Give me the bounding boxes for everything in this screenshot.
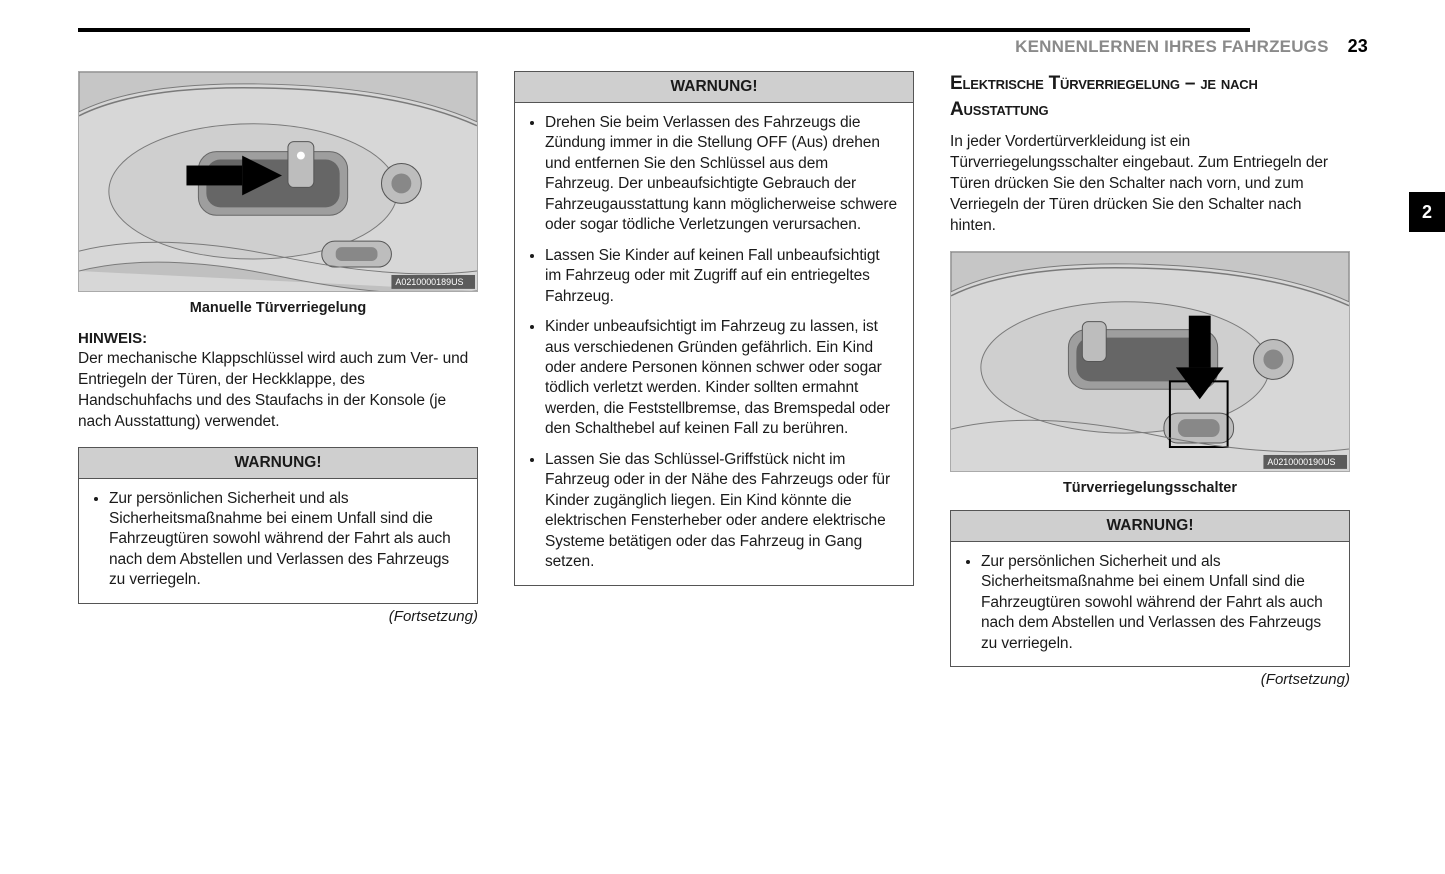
figure-power-lock: A0210000190US <box>950 251 1350 472</box>
page-columns: A0210000189US Manuelle Türverriegelung H… <box>78 71 1368 688</box>
warning-item: Drehen Sie beim Verlassen des Fahrzeugs … <box>545 113 897 236</box>
warning-item: Lassen Sie das Schlüssel-Griffstück nich… <box>545 450 897 573</box>
figure-manual-lock-svg: A0210000189US <box>79 72 477 291</box>
note-text: Der mechanische Klappschlüssel wird auch… <box>78 349 478 433</box>
figure-code: A0210000190US <box>1267 457 1335 467</box>
running-head: KENNENLERNEN IHRES FAHRZEUGS 23 <box>78 36 1368 57</box>
top-rule <box>78 28 1250 32</box>
section-title: Elektrische Türverriegelung – je nach Au… <box>950 71 1350 122</box>
column-3: Elektrische Türverriegelung – je nach Au… <box>950 71 1350 688</box>
section-intro: In jeder Vordertürverkleidung ist ein Tü… <box>950 132 1350 237</box>
warning-box: WARNUNG! Zur persönlichen Sicherheit und… <box>950 510 1350 667</box>
warning-box: WARNUNG! Drehen Sie beim Verlassen des F… <box>514 71 914 586</box>
figure-code: A0210000189US <box>395 277 463 287</box>
warning-list: Zur persönlichen Sicherheit und als Sich… <box>951 542 1349 666</box>
warning-heading: WARNUNG! <box>951 511 1349 542</box>
figure-caption: Manuelle Türverriegelung <box>78 300 478 316</box>
figure-caption: Türverriegelungsschalter <box>950 480 1350 496</box>
figure-manual-lock: A0210000189US <box>78 71 478 292</box>
figure-power-lock-svg: A0210000190US <box>951 252 1349 471</box>
warning-list: Zur persönlichen Sicherheit und als Sich… <box>79 479 477 603</box>
column-1: A0210000189US Manuelle Türverriegelung H… <box>78 71 478 688</box>
column-2: WARNUNG! Drehen Sie beim Verlassen des F… <box>514 71 914 688</box>
warning-item: Zur persönlichen Sicherheit und als Sich… <box>981 552 1333 654</box>
note-heading: HINWEIS: <box>78 330 478 347</box>
chapter-thumb-tab: 2 <box>1409 192 1445 232</box>
warning-item: Kinder unbeaufsichtigt im Fahrzeug zu la… <box>545 317 897 440</box>
warning-list: Drehen Sie beim Verlassen des Fahrzeugs … <box>515 103 913 585</box>
continuation-marker: (Fortsetzung) <box>950 671 1350 688</box>
page-number: 23 <box>1348 36 1368 56</box>
warning-heading: WARNUNG! <box>515 72 913 103</box>
warning-box: WARNUNG! Zur persönlichen Sicherheit und… <box>78 447 478 604</box>
section-name: KENNENLERNEN IHRES FAHRZEUGS <box>1015 37 1329 56</box>
continuation-marker: (Fortsetzung) <box>78 608 478 625</box>
warning-item: Zur persönlichen Sicherheit und als Sich… <box>109 489 461 591</box>
thumb-number: 2 <box>1422 202 1432 223</box>
warning-heading: WARNUNG! <box>79 448 477 479</box>
warning-item: Lassen Sie Kinder auf keinen Fall unbeau… <box>545 246 897 307</box>
